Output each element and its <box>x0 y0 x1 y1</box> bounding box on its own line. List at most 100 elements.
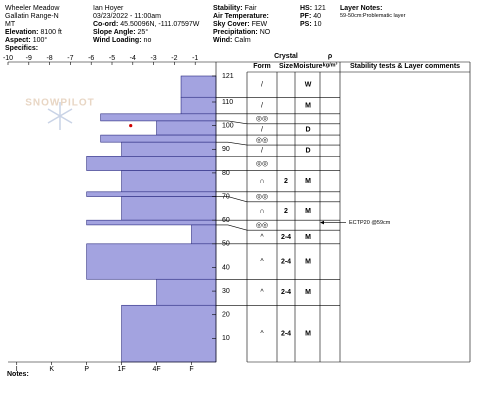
hardness-bar <box>191 224 217 245</box>
header-line: Precipitation: NO <box>213 29 271 36</box>
depth-tick-label: 110 <box>222 99 233 106</box>
hardness-bar <box>86 191 217 197</box>
layer-connector <box>216 120 340 125</box>
depth-tick-label: 20 <box>222 312 230 319</box>
header-line: HS: 121 <box>300 5 326 12</box>
hardness-bar <box>156 278 217 306</box>
moisture: M <box>305 330 311 337</box>
header-value: 10 <box>314 21 322 28</box>
temp-tick-label: -4 <box>130 55 136 62</box>
header-value: Fair <box>245 5 258 12</box>
moisture: D <box>305 126 310 133</box>
temp-tick-label: -10 <box>3 55 13 62</box>
grain-form: ^ <box>260 234 264 241</box>
grain-form: ^ <box>260 289 264 296</box>
grain-size: 2-4 <box>281 234 291 241</box>
header-line: Gallatin Range-N <box>5 13 59 20</box>
header-line: 59-50cm:Problematic layer <box>340 13 406 19</box>
header-line: 03/23/2022 - 11:00am <box>93 13 161 20</box>
header-label: Stability: <box>213 5 243 12</box>
hardness-tick-label: I <box>16 366 18 373</box>
depth-tick-label: 40 <box>222 264 230 271</box>
temperature-point <box>129 124 133 128</box>
density-unit: kg/m³ <box>323 61 338 68</box>
depth-tick-label: 100 <box>222 122 234 129</box>
header-value: 121 <box>314 5 326 12</box>
moisture: M <box>305 234 311 241</box>
crystal-header: Crystal <box>274 53 298 60</box>
header-value: FEW <box>252 21 268 28</box>
header-line: Wind: Calm <box>213 37 251 44</box>
hardness-bar <box>86 219 217 226</box>
depth-tick-label: 50 <box>222 241 230 248</box>
grain-size: 2-4 <box>281 258 291 265</box>
grain-size: 2 <box>284 178 288 185</box>
header-label: Specifics: <box>5 45 38 52</box>
header-line: Wheeler Meadow <box>5 5 60 12</box>
header-line: PF: 40 <box>300 13 321 20</box>
hardness-bar <box>121 141 217 157</box>
grain-form: / <box>261 81 263 88</box>
header-line: Stability: Fair <box>213 5 257 12</box>
depth-tick-label: 90 <box>222 146 230 153</box>
temp-tick-label: -6 <box>88 55 94 62</box>
hardness-bar <box>156 120 217 136</box>
moisture: M <box>305 102 311 109</box>
notes-label: Notes: <box>7 371 29 378</box>
hardness-bar <box>121 304 217 363</box>
grain-form: ◎◎ <box>256 194 268 201</box>
depth-tick-label: 60 <box>222 217 230 224</box>
grain-form: ∩ <box>259 208 264 215</box>
header-value: 8100 ft <box>40 29 61 36</box>
hardness-bar <box>100 134 217 143</box>
temp-tick-label: -9 <box>26 55 32 62</box>
depth-tick-label: 80 <box>222 170 230 177</box>
header-value: Wheeler Meadow <box>5 5 60 12</box>
moisture: M <box>305 178 311 185</box>
temp-tick-label: -3 <box>150 55 156 62</box>
grain-size: 2 <box>284 208 288 215</box>
header-line: Elevation: 8100 ft <box>5 29 62 36</box>
header-value: no <box>144 37 152 44</box>
header-line: Slope Angle: 25° <box>93 28 148 36</box>
depth-tick-label: 10 <box>222 335 230 342</box>
header-value: NO <box>260 29 271 36</box>
moisture: D <box>305 148 310 155</box>
header-line: MT <box>5 21 16 28</box>
grain-form: ^ <box>260 258 264 265</box>
header-line: Aspect: 100° <box>5 36 47 44</box>
header-line: Air Temperature: <box>213 13 269 20</box>
temp-tick-label: -5 <box>109 55 115 62</box>
header-label: Elevation: <box>5 29 38 36</box>
header-label: Aspect: <box>5 37 31 44</box>
watermark: SNOWPILOT <box>25 98 95 109</box>
layer-connector <box>216 141 340 146</box>
hardness-bar <box>121 170 217 193</box>
table-frame <box>216 61 471 363</box>
hardness-bar <box>180 96 217 115</box>
moisture: W <box>305 81 312 88</box>
hardness-tick-label: 1F <box>118 366 126 373</box>
header-line: Wind Loading: no <box>93 37 151 44</box>
test-comment: ECTP20 @59cm <box>349 220 391 226</box>
grain-form: / <box>261 102 263 109</box>
form-header: Form <box>253 63 271 70</box>
grain-form: / <box>261 148 263 155</box>
moisture: M <box>305 289 311 296</box>
grain-size: 2-4 <box>281 289 291 296</box>
hardness-tick-label: P <box>84 366 89 373</box>
temp-tick-label: -8 <box>46 55 52 62</box>
header-label: Slope Angle: <box>93 29 136 36</box>
header-value: MT <box>5 21 16 28</box>
density-header: ρ <box>328 53 333 60</box>
header-label: Wind: <box>213 37 232 44</box>
header-label: HS: <box>300 5 312 12</box>
header-value: 100° <box>33 36 48 44</box>
header-label: Layer Notes: <box>340 5 382 12</box>
hardness-bar <box>121 196 217 221</box>
header-value: 45.50096N, -111.07597W <box>120 21 200 28</box>
hardness-bar <box>86 156 217 171</box>
header-label: Sky Cover: <box>213 21 250 28</box>
grain-form: ^ <box>260 330 264 337</box>
